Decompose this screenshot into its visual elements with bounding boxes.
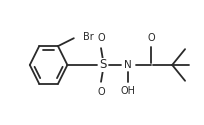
Text: OH: OH — [120, 86, 135, 96]
Text: N: N — [124, 60, 132, 70]
Text: O: O — [97, 33, 105, 43]
Text: S: S — [99, 58, 107, 71]
Text: O: O — [97, 87, 105, 97]
Text: O: O — [148, 33, 155, 43]
Text: Br: Br — [83, 32, 93, 42]
